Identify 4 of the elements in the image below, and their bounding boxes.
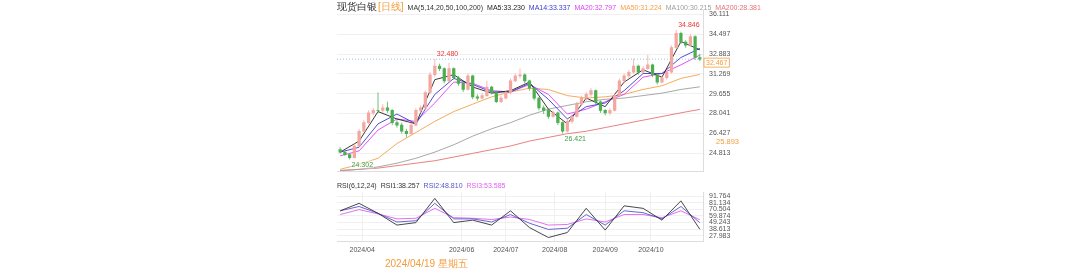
text: 2024/04/19 星期五 [385,257,468,271]
chart-title: 现货白银 [337,1,377,12]
candlestick [376,92,380,114]
chart-subtitle: [日线] [378,1,404,12]
